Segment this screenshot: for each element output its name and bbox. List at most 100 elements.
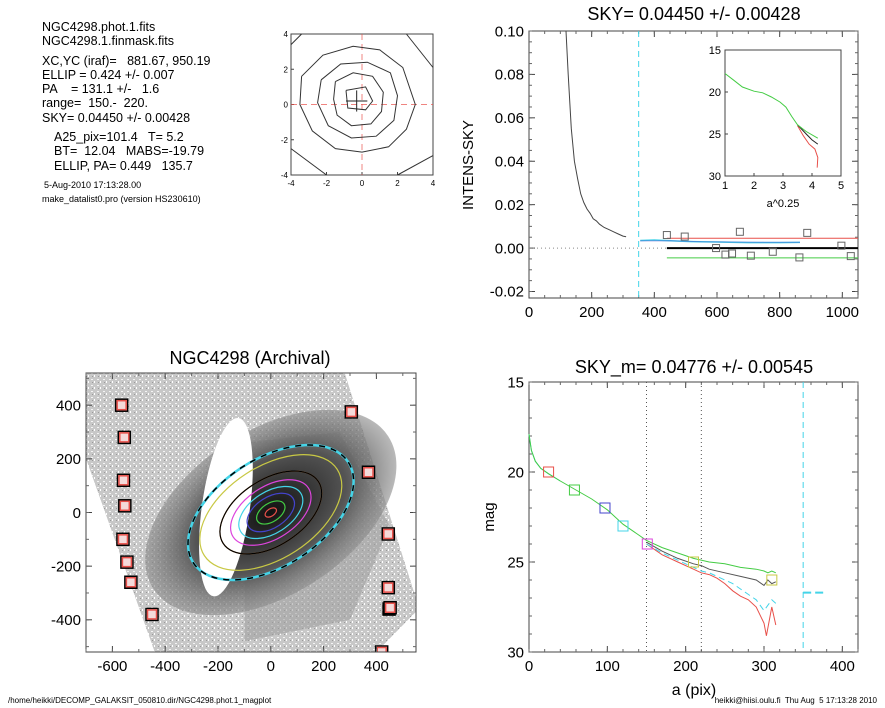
galaxy-image-title: NGC4298 (Archival) [169, 348, 330, 368]
param-line: SKY= 0.04450 +/- 0.00428 [42, 110, 191, 125]
contour-xtick-label: 2 [395, 179, 400, 188]
sky-box-inner [146, 609, 158, 620]
contour-line [317, 61, 399, 139]
sky-box-inner [383, 528, 394, 540]
galaxy-ytick-label: 400 [56, 397, 81, 414]
param-line: ELLIP = 0.424 +/- 0.007 [42, 67, 175, 82]
intens-ytick-label: 0.02 [495, 197, 524, 214]
mag-ytick-label: 30 [507, 644, 524, 661]
sky-box-inner [116, 399, 127, 411]
inset-black-line [797, 124, 819, 145]
sky-box-outer [381, 580, 396, 595]
intens-ytick-label: 0.04 [495, 153, 524, 170]
sky-point-marker [712, 244, 721, 253]
param-list: XC,YC (iraf)= 881.67, 950.19 ELLIP = 0.4… [42, 54, 211, 125]
contour-xtick-label: -2 [323, 179, 331, 188]
intens-xtick-label: 400 [642, 304, 667, 321]
intens-ytick-label: -0.02 [490, 284, 524, 301]
sky-point-marker [735, 227, 744, 236]
isophote-ellipse-black [219, 470, 323, 555]
mag-ytick-label: 25 [507, 554, 524, 571]
file-name: NGC4298.1.finmask.fits [42, 34, 174, 49]
sky-point-marker [795, 253, 804, 262]
mag-plot-frame [528, 381, 859, 653]
contour-line [299, 45, 416, 153]
sky-point-marker [846, 252, 855, 261]
mag-xtick-label: 0 [525, 658, 533, 675]
sky-box-outer [118, 499, 132, 513]
sky-box-inner [125, 577, 137, 588]
sky-point-marker [728, 249, 737, 258]
mag-marker [641, 538, 653, 550]
contour-ytick-label: 2 [284, 65, 289, 74]
sky-box-inner [346, 406, 357, 418]
sky-point-marker [680, 232, 689, 241]
inset-xlabel: a^0.25 [767, 198, 800, 210]
galaxy-xtick-label: 200 [311, 658, 336, 675]
sky-box-inner [118, 475, 129, 486]
sky-point-marker [662, 231, 671, 240]
intens-plot-ylabel: INTENS-SKY [460, 120, 477, 210]
isophote-ellipse-blue [246, 492, 296, 533]
footer-path: /home/heikki/DECOMP_GALAKSIT_050810.dir/… [8, 696, 272, 705]
masked-region [199, 417, 253, 597]
intens-xtick-label: 0 [525, 304, 533, 321]
inset-xtick-label: 2 [751, 180, 757, 192]
isophote-ellipse-red [264, 507, 278, 518]
mag-marker [599, 502, 611, 514]
isophote-ellipse-green [256, 500, 286, 525]
galaxy-xtick-label: -200 [203, 658, 233, 675]
galaxy-xtick-label: 0 [267, 658, 275, 675]
inset-ytick-label: 20 [709, 87, 721, 99]
intens-plot-frame [528, 30, 859, 299]
sky-box-inner [119, 500, 131, 512]
intens-ytick-label: 0.00 [495, 240, 524, 257]
inset-xtick-label: 3 [780, 180, 786, 192]
sky-box-outer [374, 645, 389, 652]
sky-box-inner [121, 556, 133, 568]
contour-line [406, 33, 434, 68]
contour-line [333, 72, 384, 127]
intens-ytick-label: 0.10 [495, 23, 524, 40]
contour-ytick-label: -2 [281, 136, 289, 145]
mag-marker [617, 520, 629, 532]
galaxy-xtick-label: -400 [150, 658, 180, 675]
intensity-profile-line [565, 30, 627, 238]
isophote-ellipse-black [187, 444, 355, 581]
run-date: 5-Aug-2010 17:13:28.00 [44, 179, 142, 190]
contour-ytick-label: 0 [284, 101, 289, 110]
isophote-ellipse-cyan [238, 485, 304, 540]
sky-box-outer [120, 555, 134, 569]
intens-plot-title: SKY= 0.04450 +/- 0.00428 [587, 4, 800, 24]
inset-ytick-label: 30 [709, 171, 721, 183]
inset-xtick-label: 1 [722, 180, 728, 192]
result-line: BT= 12.04 MABS=-19.79 [54, 144, 205, 159]
sky-box-outer [381, 527, 396, 541]
mag-xtick-label: 200 [673, 658, 698, 675]
sky-box-inner [376, 646, 387, 652]
mag-xtick-label: 400 [830, 658, 855, 675]
mag-series-main [528, 434, 777, 574]
mag-series-sky-plus [646, 543, 777, 612]
mag-plot-xlabel: a (pix) [672, 682, 716, 699]
galaxy-image-layer [86, 373, 416, 652]
contour-line [290, 148, 327, 176]
intens-ytick-label: 0.06 [495, 110, 524, 127]
galaxy-ytick-label: -400 [51, 612, 81, 629]
inset-ytick-label: 25 [709, 129, 721, 141]
sky-box-outer [116, 473, 131, 488]
sky-box-outer [145, 607, 159, 622]
inset-red-line [797, 125, 819, 168]
isophote-ellipse-yellow [199, 454, 343, 571]
contour-line [397, 155, 434, 176]
galaxy-xtick-label: 400 [364, 658, 389, 675]
sky-point-marker [746, 251, 755, 260]
mag-ytick-label: 20 [507, 464, 524, 481]
sky-point-marker [803, 228, 812, 237]
sky-box-outer [116, 532, 130, 547]
intens-xtick-label: 800 [767, 304, 792, 321]
sky-point-marker [837, 241, 846, 250]
inset-frame [724, 49, 842, 177]
mag-marker [568, 484, 580, 496]
